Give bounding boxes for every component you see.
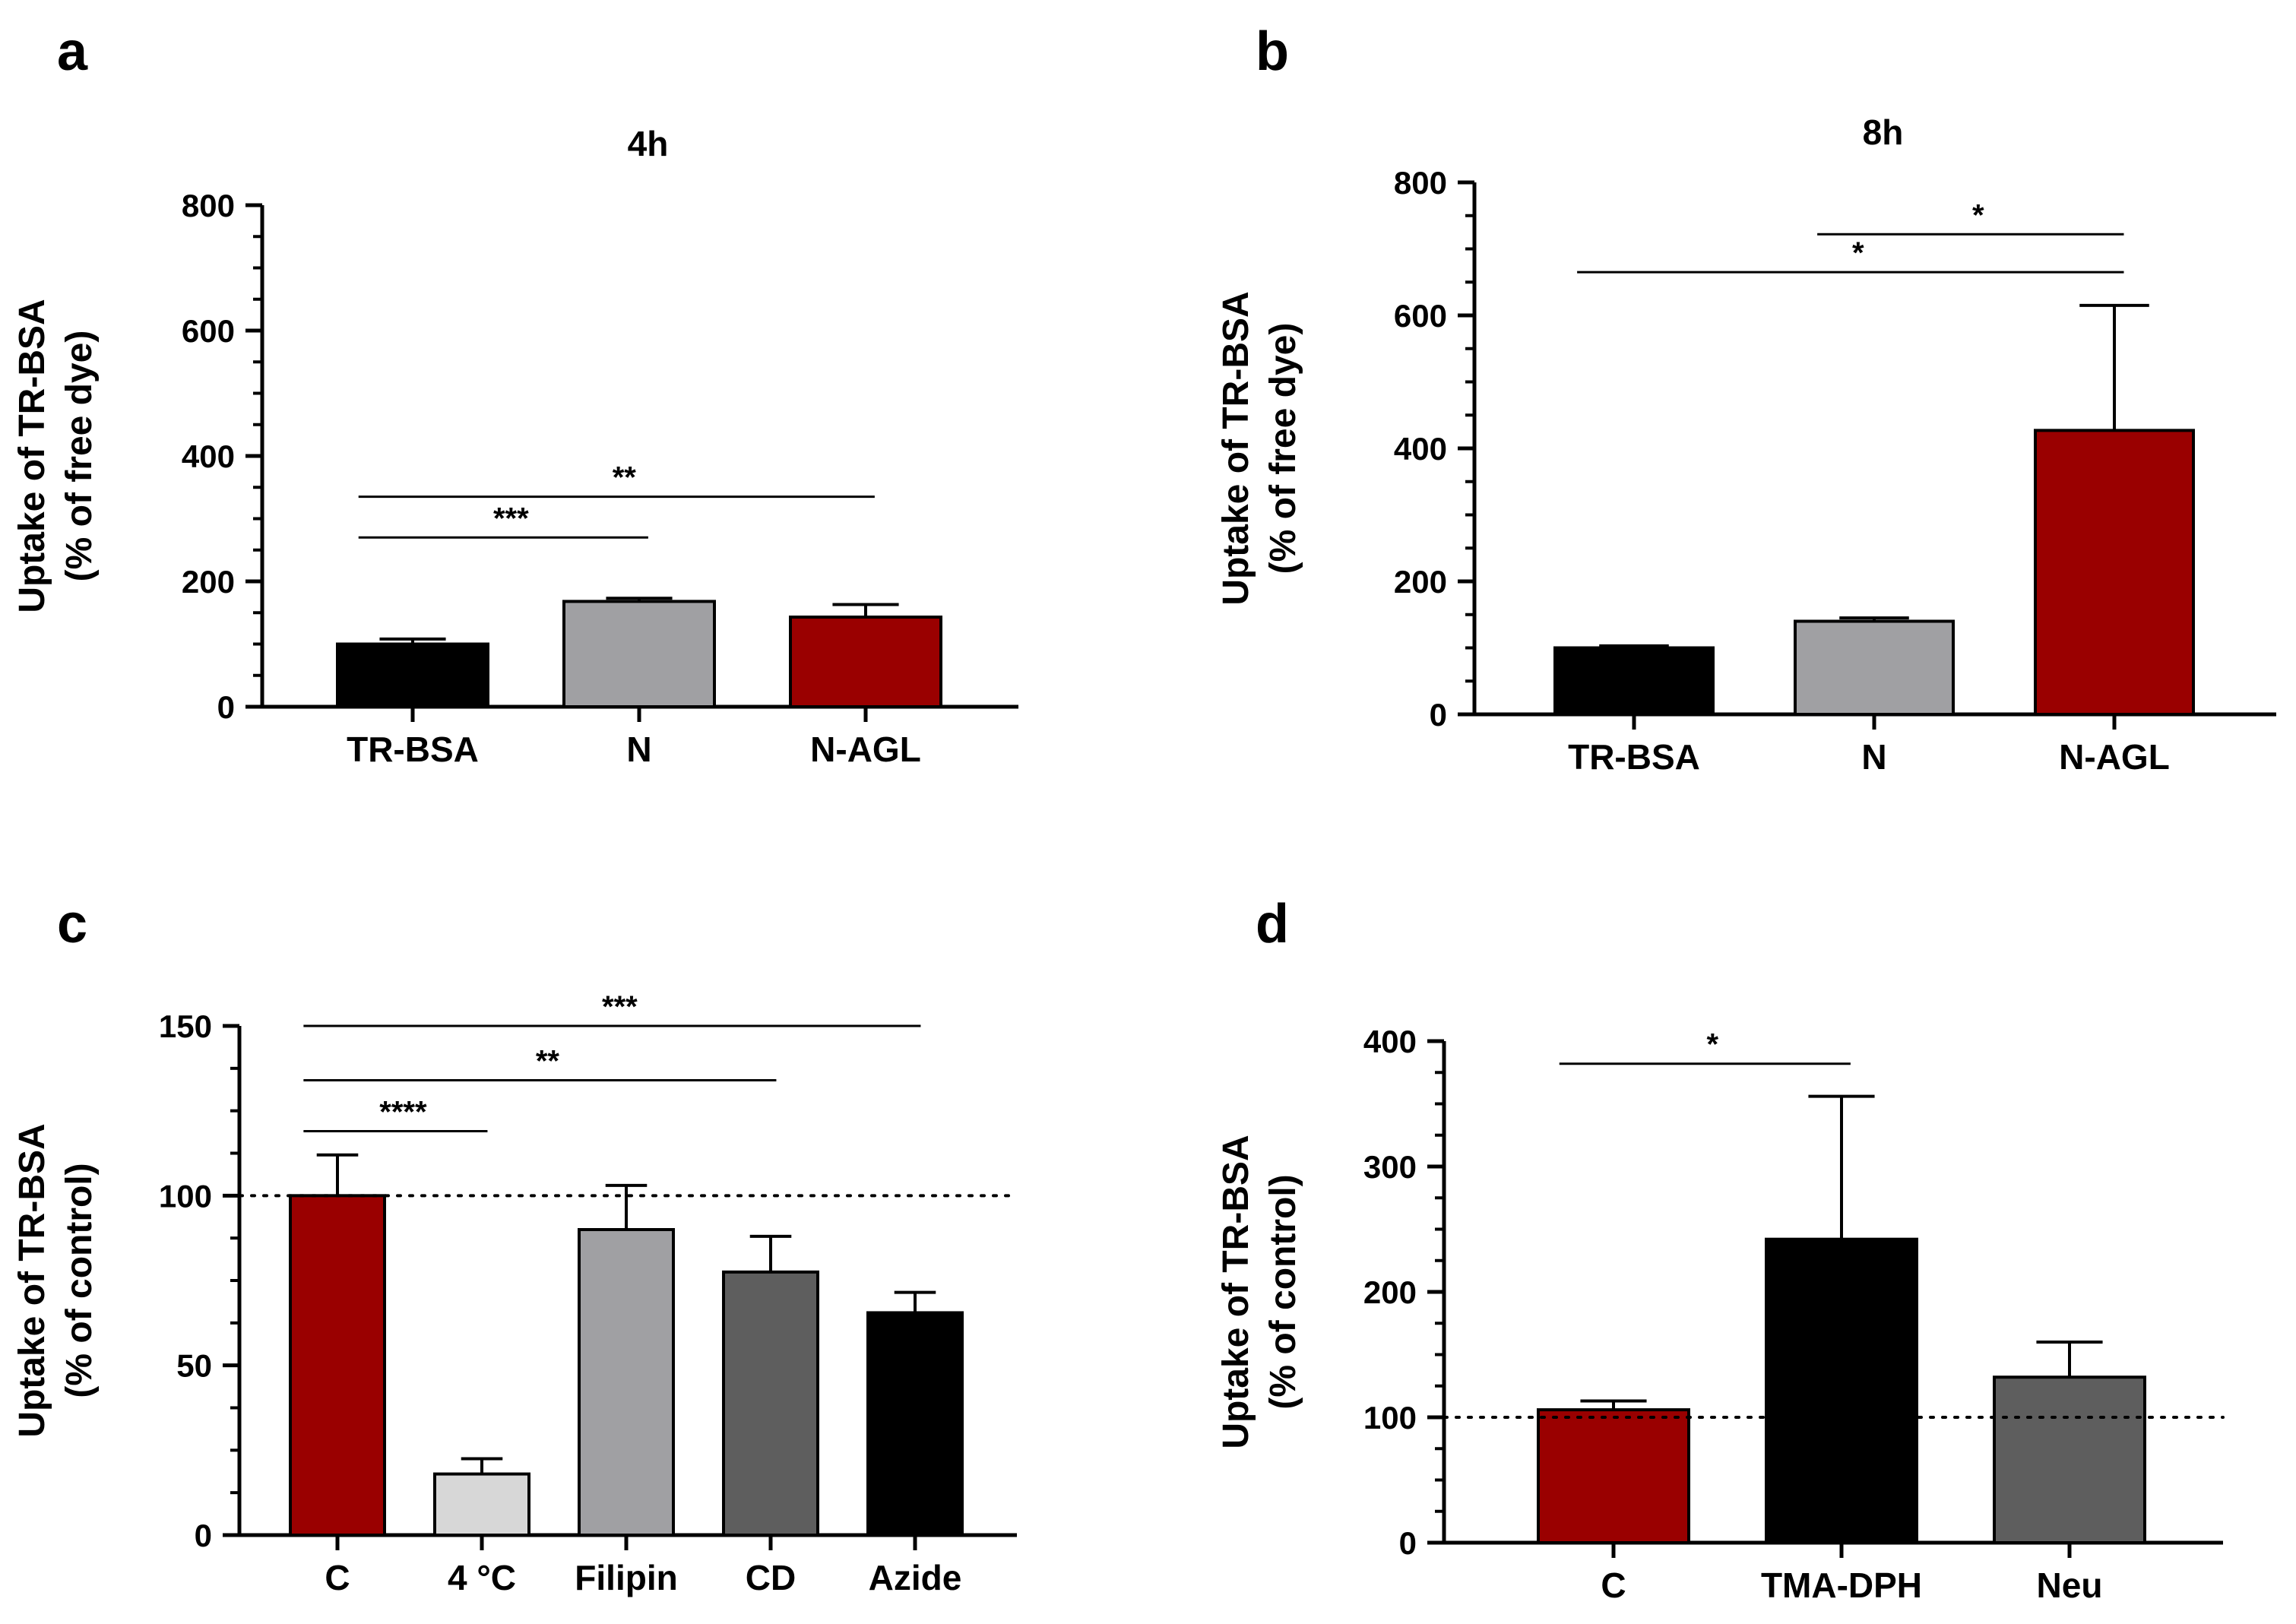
chart-panel-b: 8h Uptake of TR-BSA (% of free dye) 0 200 400… [1216,112,2276,777]
bar-1 [1537,1408,1690,1544]
panel-letter-c: c [57,894,87,954]
x-category-label: Filipin [575,1558,677,1597]
y-tick-label: 800 [182,188,235,223]
chart-panel-c: Uptake of TR-BSA (% of control) 0 50 100 150 C… [12,990,1018,1597]
significance-label: **** [379,1095,427,1129]
x-category-label: CD [746,1558,796,1597]
y-tick-label: 0 [1399,1525,1417,1561]
x-category-label: TMA-DPH [1761,1565,1922,1605]
x-category-label: C [325,1558,350,1597]
y-axis-title-line: (% of free dye) [59,331,100,582]
significance-label: *** [602,990,638,1024]
bar-2 [433,1472,530,1537]
y-tick-label: 100 [1363,1400,1417,1436]
y-tick-label: 600 [182,313,235,349]
y-axis-title-line: Uptake of TR-BSA [1216,291,1256,605]
x-category-label: 4 °C [448,1558,516,1597]
x-category-label: TR-BSA [1568,737,1700,777]
bar-1 [289,1194,386,1537]
bar-1 [1553,646,1715,716]
bar-1 [336,642,489,708]
y-tick-label: 400 [1394,431,1447,467]
y-tick-label: 100 [159,1178,212,1214]
bar-3 [2034,429,2195,716]
y-tick-label: 300 [1363,1149,1417,1185]
y-tick-label: 50 [176,1348,212,1384]
significance-label: ** [613,461,637,495]
bar-5 [866,1311,964,1537]
y-axis-title-line: (% of free dye) [1263,323,1303,575]
bar-2 [562,600,716,709]
y-tick-label: 200 [1363,1274,1417,1310]
y-tick-label: 0 [1430,697,1447,733]
y-tick-label: 400 [182,438,235,474]
y-tick-label: 200 [182,564,235,600]
chart-panel-a: 4h Uptake of TR-BSA (% of free dye) 0 200 400… [12,124,1018,769]
bar-3 [1993,1375,2146,1544]
bar-2 [1794,619,1955,716]
x-category-label: N [626,730,651,769]
y-axis-title-line: (% of control) [1263,1174,1303,1409]
panel-letter-d: d [1256,894,1289,954]
significance-label: * [1707,1028,1719,1062]
panel-letter-b: b [1256,21,1289,82]
chart-title: 8h [1863,112,1904,152]
y-tick-label: 150 [159,1008,212,1044]
y-axis-title-line: Uptake of TR-BSA [12,1123,52,1437]
significance-label: * [1972,198,1984,232]
panel-letter-a: a [57,21,88,82]
chart-title: 4h [628,124,669,163]
y-axis-title-line: Uptake of TR-BSA [1216,1135,1256,1448]
y-tick-label: 600 [1394,298,1447,334]
x-category-label: TR-BSA [347,730,479,769]
x-category-label: C [1601,1565,1626,1605]
bar-3 [789,616,942,709]
x-category-label: N-AGL [810,730,921,769]
y-axis-title-line: (% of control) [59,1163,100,1398]
y-tick-label: 200 [1394,564,1447,600]
y-tick-label: 0 [217,689,235,725]
bar-3 [578,1228,675,1537]
y-tick-label: 400 [1363,1024,1417,1059]
x-category-label: Neu [2037,1565,2103,1605]
chart-panel-d: Uptake of TR-BSA (% of control) 0 100 200 300… [1216,1024,2225,1605]
x-category-label: N [1861,737,1886,777]
significance-label: * [1852,236,1864,270]
y-axis-title-line: Uptake of TR-BSA [12,299,52,613]
bar-4 [722,1270,819,1537]
bar-2 [1765,1237,1918,1544]
x-category-label: N-AGL [2059,737,2170,777]
y-tick-label: 800 [1394,165,1447,201]
y-tick-label: 0 [195,1518,212,1553]
x-category-label: Azide [869,1558,962,1597]
significance-label: ** [536,1044,560,1078]
significance-label: *** [493,502,529,535]
